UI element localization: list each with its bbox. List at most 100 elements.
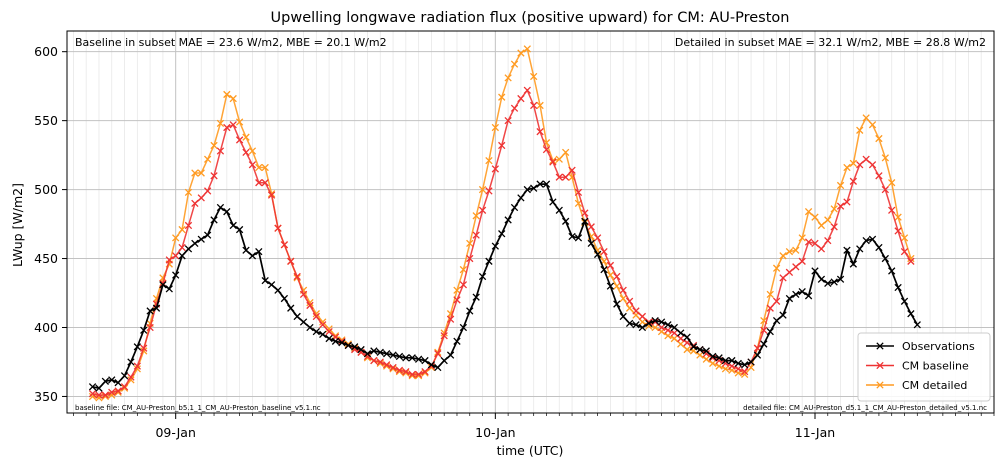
data-point — [734, 359, 742, 368]
data-point — [191, 169, 199, 177]
data-point — [811, 267, 819, 275]
data-point — [191, 199, 199, 208]
data-point — [581, 209, 589, 217]
data-point — [907, 254, 915, 263]
data-point — [888, 267, 896, 275]
data-point — [562, 173, 570, 181]
data-point — [587, 223, 595, 231]
data-point — [299, 318, 308, 326]
data-point — [178, 243, 186, 252]
data-point — [108, 388, 116, 396]
data-point — [625, 304, 634, 312]
data-point — [530, 72, 538, 81]
data-point — [849, 177, 858, 185]
data-point — [792, 263, 800, 271]
data-point — [881, 154, 889, 162]
data-point — [613, 272, 621, 281]
data-point — [472, 293, 480, 301]
data-point — [664, 326, 672, 334]
data-point — [95, 391, 103, 399]
axes: 09-Jan 10-Jan 11-Jan 350 400 450 500 550 600 — [34, 30, 995, 440]
data-point — [485, 257, 493, 265]
data-point — [459, 281, 468, 289]
data-point — [542, 145, 551, 154]
data-point — [510, 104, 519, 112]
y-tick-label: 350 — [34, 389, 58, 404]
data-point — [651, 318, 659, 326]
data-point — [127, 373, 135, 381]
data-point — [472, 231, 480, 239]
data-point — [421, 369, 429, 377]
data-point — [587, 239, 595, 248]
data-point — [766, 304, 774, 312]
data-point — [817, 245, 826, 253]
data-point — [574, 188, 583, 197]
x-tick-label: 11-Jan — [795, 425, 835, 440]
data-point — [862, 236, 870, 245]
data-point — [798, 257, 806, 265]
y-tick-label: 550 — [34, 113, 58, 128]
data-point — [216, 119, 225, 128]
data-point — [485, 156, 493, 165]
data-point — [606, 271, 615, 279]
x-axis-label: time (UTC) — [497, 443, 564, 458]
data-point — [446, 315, 455, 323]
data-point — [120, 383, 129, 391]
data-point — [382, 361, 391, 369]
data-point — [632, 321, 640, 329]
data-point — [657, 323, 666, 332]
data-point — [325, 327, 333, 336]
legend-label: CM baseline — [902, 360, 969, 373]
data-point — [414, 355, 423, 363]
data-point — [632, 307, 640, 315]
data-point — [670, 334, 679, 343]
data-point — [261, 179, 269, 187]
data-point — [274, 286, 282, 294]
data-point — [760, 326, 768, 334]
data-point — [721, 365, 730, 373]
data-point — [165, 285, 173, 293]
data-point — [216, 203, 225, 212]
x-tick-label: 09-Jan — [155, 425, 195, 440]
data-point — [523, 185, 531, 194]
data-point — [779, 311, 787, 319]
data-point — [606, 261, 615, 270]
series-cm-baseline — [88, 86, 915, 399]
data-point — [696, 351, 704, 359]
data-point — [568, 232, 576, 241]
data-point — [913, 321, 921, 329]
data-point — [606, 282, 615, 290]
data-point — [203, 155, 212, 163]
legend-marker — [876, 381, 884, 389]
data-point — [498, 93, 506, 101]
data-point — [555, 206, 563, 214]
data-point — [779, 252, 787, 260]
data-point — [894, 283, 902, 292]
data-point — [306, 323, 314, 332]
data-point — [510, 60, 519, 68]
data-point — [721, 356, 730, 365]
data-point — [159, 281, 167, 289]
data-point — [517, 49, 525, 57]
data-point — [223, 123, 231, 132]
data-point — [600, 247, 608, 256]
data-point — [715, 362, 723, 370]
legend-label: CM detailed — [902, 379, 967, 392]
series-observations — [88, 180, 921, 392]
data-point — [338, 339, 346, 347]
legend: Observations CM baseline CM detailed — [857, 332, 991, 402]
data-point — [453, 337, 461, 345]
data-point — [709, 359, 717, 368]
data-point — [325, 325, 333, 333]
data-point — [453, 286, 461, 294]
data-point — [613, 300, 621, 308]
data-point — [370, 347, 378, 355]
data-point — [517, 94, 525, 103]
series-line — [92, 183, 919, 390]
data-point — [287, 257, 295, 265]
data-point — [523, 45, 531, 53]
chart-title: Upwelling longwave radiation flux (posit… — [271, 10, 790, 26]
data-point — [862, 114, 870, 122]
data-point — [274, 224, 282, 232]
data-point — [536, 180, 544, 188]
